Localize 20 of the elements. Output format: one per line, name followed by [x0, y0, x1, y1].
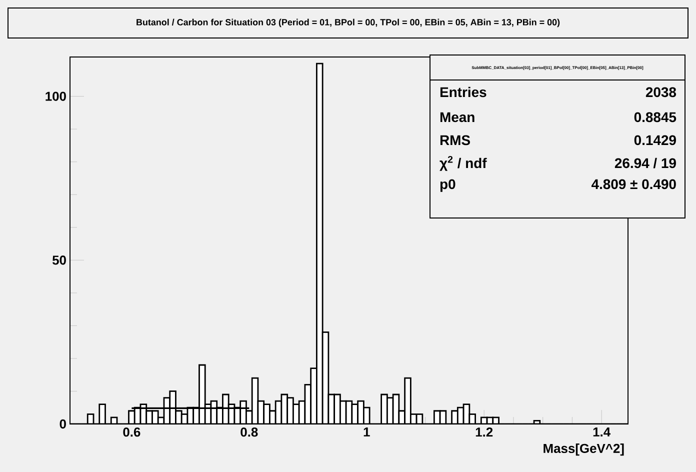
- y-tick-label: 0: [60, 419, 66, 429]
- x-tick-label: 0.8: [240, 428, 258, 437]
- y-tick-label: 50: [52, 256, 66, 265]
- text: 0.1429: [634, 135, 676, 146]
- annotation: RMS: [440, 135, 470, 146]
- chart-title: Butanol / Carbon for Situation 03 (Period = 01, BPol = 00, TPol = 00, EBin = 05, ABin = 13, PBin = 00): [136, 18, 560, 28]
- annotation: p0: [440, 179, 456, 192]
- annotation: 4.809 ± 0.490: [591, 179, 676, 190]
- x-tick-label: 0.6: [123, 428, 140, 437]
- annotation: χ$^{2}$ / ndf: [440, 156, 487, 171]
- annotation: 26.94 / 19: [614, 158, 676, 168]
- x-axis-title: Mass[GeV^2]: [544, 444, 624, 456]
- annotation: Entries: [440, 86, 486, 98]
- text: 0.8845: [634, 112, 676, 122]
- x-tick-label: 1.4: [593, 428, 611, 436]
- x-tick-label: 1.2: [476, 428, 493, 437]
- text: 2038: [646, 87, 676, 98]
- x-tick-label: 1: [364, 428, 370, 436]
- y-tick-label: 100: [46, 92, 66, 101]
- annotation: Mean: [440, 112, 474, 122]
